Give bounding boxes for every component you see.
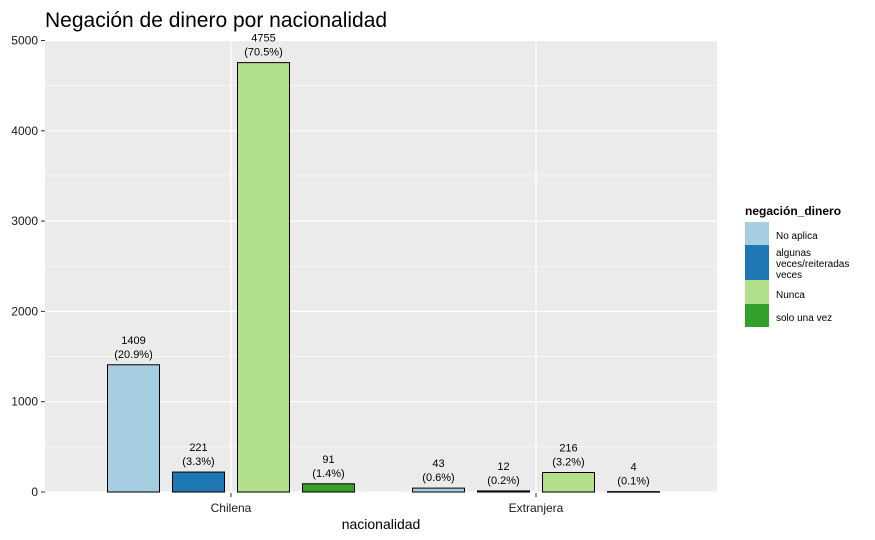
percent-label: (1.4%) <box>312 468 344 480</box>
y-tick-label: 5000 <box>11 34 38 48</box>
percent-label: (0.1%) <box>617 476 649 488</box>
percent-label: (3.3%) <box>182 456 214 468</box>
bar <box>302 483 355 493</box>
percent-label: (3.2%) <box>552 456 584 468</box>
bars <box>107 62 660 493</box>
legend-key <box>745 245 769 280</box>
y-axis: 0 1000 2000 3000 4000 5000 <box>11 34 45 499</box>
bar <box>107 364 160 493</box>
bar <box>237 62 290 493</box>
bar <box>607 491 660 493</box>
chart-title: Negación de dinero por nacionalidad <box>45 9 387 32</box>
bar <box>477 490 530 493</box>
y-tick-label: 1000 <box>11 395 38 409</box>
legend-label: algunas veces/reiteradas veces <box>776 248 849 281</box>
bar <box>542 471 595 493</box>
percent-label: (0.6%) <box>422 472 454 484</box>
percent-label: (0.2%) <box>487 475 519 487</box>
legend-label: Nunca <box>776 290 805 301</box>
y-tick-label: 0 <box>31 485 38 499</box>
value-label: 1409 <box>121 335 145 347</box>
value-label: 91 <box>322 454 334 466</box>
legend-title: negación_dinero <box>745 204 841 218</box>
y-tick-label: 3000 <box>11 214 38 228</box>
value-label: 216 <box>559 442 577 454</box>
value-label: 221 <box>189 442 207 454</box>
legend-label: No aplica <box>776 231 818 242</box>
legend: negación_dinero No aplica algunas veces/re… <box>745 204 849 327</box>
value-label: 43 <box>432 458 444 470</box>
legend-key <box>745 280 769 304</box>
legend-key <box>745 304 769 327</box>
percent-label: (20.9%) <box>114 349 153 361</box>
value-label: 4 <box>630 462 636 474</box>
gridlines <box>45 39 717 493</box>
legend-key <box>745 222 769 245</box>
value-label: 12 <box>497 461 509 473</box>
legend-label: solo una vez <box>776 313 832 324</box>
data-labels: 1409 (20.9%) 43 (0.6%) 221 (3.3%) 12 (0.2%) 4755… <box>114 33 649 488</box>
y-tick-label: 2000 <box>11 304 38 318</box>
percent-label: (70.5%) <box>244 47 283 59</box>
x-axis: Chilena Extranjera <box>211 493 564 515</box>
value-label: 4755 <box>251 33 275 45</box>
x-tick-label: Extranjera <box>509 501 564 515</box>
bar <box>172 471 225 493</box>
x-tick-label: Chilena <box>211 501 252 515</box>
y-tick-label: 4000 <box>11 124 38 138</box>
bar <box>412 487 465 493</box>
x-axis-title: nacionalidad <box>342 516 421 532</box>
